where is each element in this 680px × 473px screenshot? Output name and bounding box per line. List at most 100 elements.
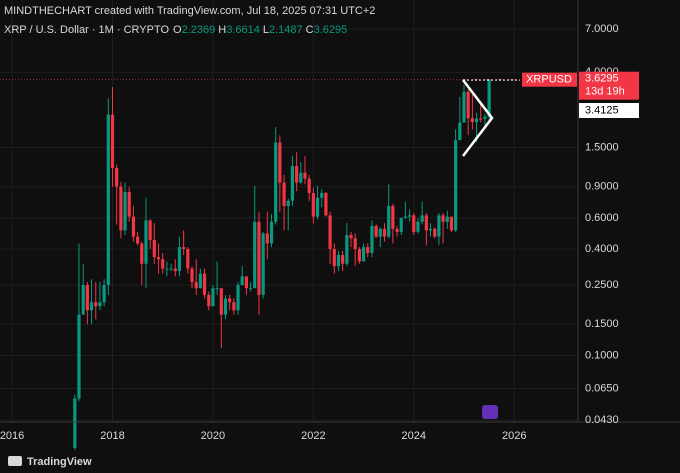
y-tick-label: 0.1500 [585,318,619,330]
candle-body [408,215,412,217]
candle-body [315,197,320,217]
candle-body [194,282,198,289]
candle-body [77,314,81,399]
candle-body [140,243,144,264]
candle-body [311,192,315,217]
candle-body [165,268,169,270]
candle-body [370,225,374,253]
symbol-box [522,72,577,87]
legend-key: H [218,24,226,36]
candle-body [89,302,94,311]
candle-body [412,215,416,232]
candle-body [374,225,378,237]
candle-body [441,215,445,222]
level-label: 3.4125 [585,104,619,116]
candle-body [106,114,110,286]
candle-body [282,182,286,207]
candle-body [382,228,387,237]
y-tick-label: 1.5000 [585,141,619,153]
candle-body [470,118,474,123]
candle-body [248,288,253,290]
candle-body [295,165,299,183]
y-tick-label: 0.1000 [585,349,619,361]
candle-body [244,276,249,289]
candle-body [479,118,483,120]
candle-body [357,248,362,262]
candle-body [110,114,115,168]
candle-body [391,206,395,229]
candle-body [211,288,215,307]
candle-body [487,79,491,117]
candle-body [240,276,244,286]
price-label: 3.6295 [585,73,619,85]
price-box [579,71,639,100]
axes: 7.00004.00001.50000.90000.60000.40000.25… [0,23,619,442]
candle-body [186,248,190,269]
legend-name: XRP / U.S. Dollar · 1M · CRYPTO [4,24,169,36]
legend-key: C [306,24,314,36]
candle-body [336,254,341,267]
candle-body [328,215,332,249]
y-tick-label: 0.6000 [585,212,619,224]
candle-body [420,215,424,222]
candle-body [341,254,345,264]
candle-body [202,273,207,295]
candle-body [123,192,127,231]
candle-body [387,206,391,237]
candle-body [257,221,261,295]
candle-body [320,192,324,198]
logo [8,456,22,466]
candle-body [215,288,219,290]
candle-body [236,285,240,311]
candle-body [115,167,119,187]
candle-body [462,91,466,123]
candle-body [119,186,123,231]
x-tick-label: 2016 [0,430,24,442]
x-tick-label: 2020 [201,430,225,442]
candle-body [253,221,257,289]
candle-body [403,216,408,218]
candle-body [85,285,89,311]
candle-body [290,165,295,201]
candle-body [416,221,420,232]
candle-body [483,116,487,119]
candle-body [399,217,403,232]
candle-body [433,228,437,237]
legend: XRP / U.S. Dollar · 1M · CRYPTO O 2.2369 H 3… [4,24,347,36]
candle-body [182,247,186,249]
candle-body [173,268,177,272]
y-tick-label: 0.0650 [585,382,619,394]
candle-body [428,228,433,231]
candle-body [449,216,454,231]
candle-body [299,172,303,183]
candle-body [454,140,458,231]
candle-body [307,178,311,193]
candle-body [190,268,194,283]
candle-body [169,268,173,270]
header: MINDTHECHART created with TradingView.co… [4,5,375,17]
candle-body [131,216,136,237]
candle-body [274,142,278,222]
candle-body [437,215,441,237]
x-tick-label: 2018 [100,430,124,442]
candle-body [198,273,202,289]
legend-value: 3.6295 [314,24,348,36]
candle-body [278,142,282,183]
candle-body [474,118,479,123]
candle-body [127,192,131,217]
symbol-label: XRPUSD [526,74,572,86]
candle-body [353,238,357,249]
candle-body [156,257,161,260]
candle-body [232,302,236,311]
candle-body [378,228,382,237]
candle-body [161,259,165,269]
y-tick-label: 7.0000 [585,23,619,35]
candle-body [94,302,98,307]
candles [73,79,491,473]
x-tick-label: 2024 [402,430,426,442]
candle-body [366,247,370,253]
candle-body [81,285,85,315]
x-tick-label: 2026 [502,430,526,442]
